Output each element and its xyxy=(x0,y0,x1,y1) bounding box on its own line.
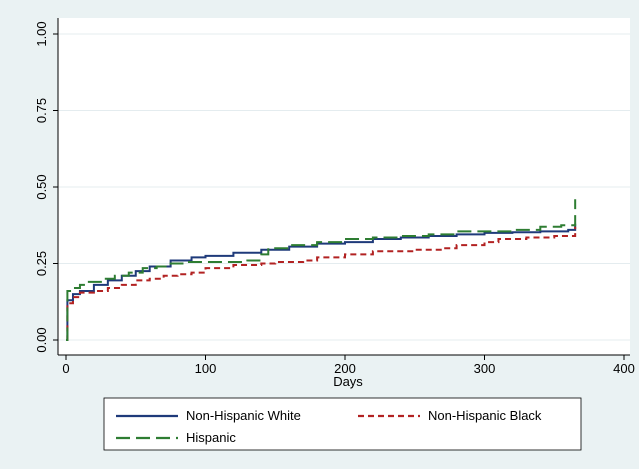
legend-label-1: Non-Hispanic Black xyxy=(428,408,542,423)
legend-box xyxy=(103,397,582,451)
y-axis-ticks: 0.00 0.25 0.50 0.75 1.00 xyxy=(34,21,58,353)
x-tick-label-1: 100 xyxy=(195,361,217,376)
x-tick-label-2: 200 xyxy=(334,361,356,376)
legend-item-1: Non-Hispanic Black xyxy=(358,408,542,423)
series-line-0 xyxy=(66,223,577,341)
legend-label-0: Non-Hispanic White xyxy=(186,408,301,423)
legend-label-2: Hispanic xyxy=(186,430,236,445)
x-tick-label-0: 0 xyxy=(62,361,69,376)
y-tick-label-2: 0.50 xyxy=(34,174,49,199)
x-tick-label-3: 300 xyxy=(474,361,496,376)
y-tick-label-1: 0.25 xyxy=(34,251,49,276)
x-axis-title: Days xyxy=(333,374,363,389)
legend-item-0: Non-Hispanic White xyxy=(116,408,301,423)
legend-item-2: Hispanic xyxy=(116,430,236,445)
y-tick-label-0: 0.00 xyxy=(34,327,49,352)
gridlines xyxy=(58,33,630,341)
series-line-2 xyxy=(66,199,577,341)
series-group xyxy=(66,199,577,341)
legend: Non-Hispanic White Non-Hispanic Black Hi… xyxy=(103,397,582,451)
series-line-1 xyxy=(66,226,577,341)
x-axis-ticks: 0 100 200 300 400 xyxy=(62,355,635,376)
x-tick-label-4: 400 xyxy=(613,361,635,376)
y-tick-label-3: 0.75 xyxy=(34,98,49,123)
y-tick-label-4: 1.00 xyxy=(34,21,49,46)
